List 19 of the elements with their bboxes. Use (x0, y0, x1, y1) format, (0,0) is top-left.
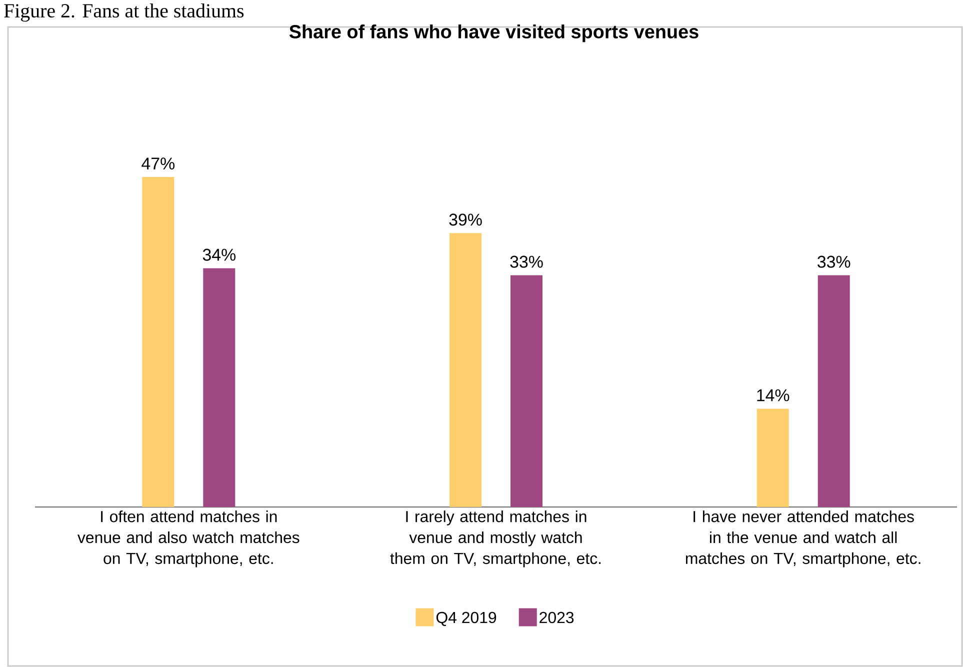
legend-label: Q4 2019 (436, 612, 496, 626)
bar (450, 233, 482, 507)
x-tick-label: I often attend matches in venue and also watch matches on TV, smartphone, etc. (78, 510, 300, 568)
data-label: 39% (449, 214, 482, 226)
bar (203, 268, 236, 507)
data-label: 47% (142, 158, 175, 170)
chart-title: Share of fans who have visited sports venues (289, 24, 698, 42)
bar (142, 176, 174, 507)
data-label: 33% (818, 256, 850, 268)
data-label: 34% (202, 248, 236, 261)
caption: Figure 2. Fans at the stadiums (4, 4, 244, 22)
x-tick-label: I rarely attend matches in venue and mostly watch them on TV, smartphone, etc. (390, 510, 601, 568)
data-label: 14% (757, 389, 790, 402)
bar (818, 275, 850, 507)
x-tick-label: I have never attended matches in the venue and watch all matches on TV, smartphone, etc. (686, 510, 920, 568)
bar (756, 408, 789, 507)
legend-label: 2023 (540, 612, 574, 624)
bar (510, 275, 543, 507)
data-label: 33% (510, 256, 543, 268)
